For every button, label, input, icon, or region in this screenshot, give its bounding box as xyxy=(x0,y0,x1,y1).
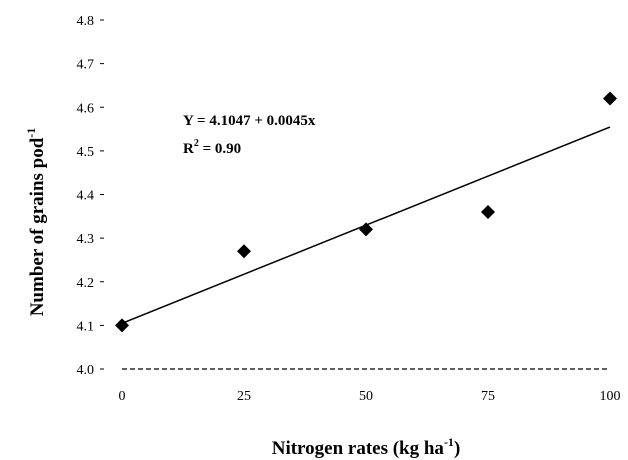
data-point xyxy=(359,222,373,237)
x-axis-title: Nitrogen rates (kg ha-1) xyxy=(272,435,461,459)
y-tick-label: 4.0 xyxy=(77,363,95,378)
data-point xyxy=(481,204,495,219)
x-tick-label: 100 xyxy=(600,389,621,404)
x-tick-label: 75 xyxy=(481,389,495,404)
y-tick-label: 4.3 xyxy=(77,232,95,247)
y-tick-label: 4.2 xyxy=(77,276,95,291)
y-tick-label: 4.4 xyxy=(77,189,95,204)
y-axis-title: Number of grains pod-1 xyxy=(24,128,48,317)
x-tick-label: 25 xyxy=(237,389,251,404)
r-squared-label: R2 = 0.90 xyxy=(183,138,241,157)
y-tick-label: 4.1 xyxy=(77,319,95,334)
y-tick-label: 4.7 xyxy=(77,58,95,73)
y-axis: 4.0 4.1 4.2 4.3 4.4 4.5 4.6 4.7 4.8 xyxy=(77,14,104,378)
y-tick-label: 4.5 xyxy=(77,145,95,160)
data-points xyxy=(115,91,617,333)
y-tick-label: 4.8 xyxy=(77,14,95,29)
x-tick-label: 0 xyxy=(119,389,126,404)
data-point xyxy=(603,91,617,106)
x-axis: 0 25 50 75 100 xyxy=(119,389,621,404)
data-point xyxy=(237,244,251,259)
x-tick-label: 50 xyxy=(359,389,373,404)
y-tick-label: 4.6 xyxy=(77,101,95,116)
data-point xyxy=(115,318,129,333)
trendline-equation: Y = 4.1047 + 0.0045x xyxy=(183,113,316,129)
